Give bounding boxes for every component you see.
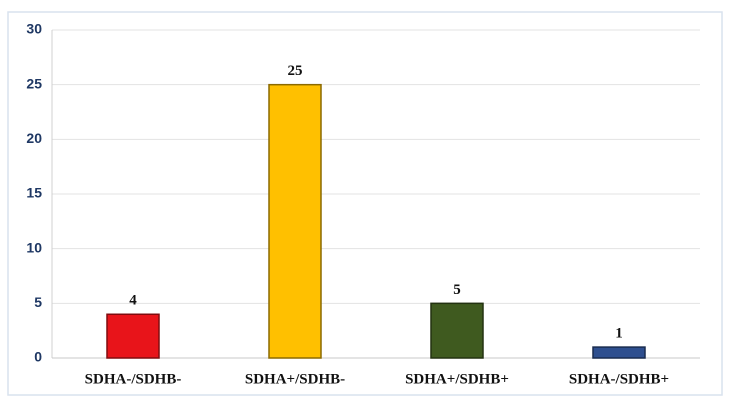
y-tick-label: 30 — [26, 21, 42, 37]
y-tick-label: 15 — [26, 185, 42, 201]
x-tick-label: SDHA+/SDHB+ — [405, 371, 509, 387]
bar — [268, 83, 322, 359]
y-tick-label: 10 — [26, 239, 42, 255]
bar — [592, 346, 646, 359]
y-tick-label: 25 — [26, 75, 42, 91]
y-tick-label: 0 — [34, 349, 42, 365]
data-label: 25 — [288, 63, 303, 79]
data-label: 5 — [453, 282, 461, 298]
bar — [430, 302, 484, 359]
y-tick-label: 5 — [34, 294, 42, 310]
x-tick-label: SDHA+/SDHB- — [245, 371, 345, 387]
x-tick-label: SDHA-/SDHB+ — [569, 371, 669, 387]
y-tick-label: 20 — [26, 130, 42, 146]
data-label: 4 — [129, 293, 137, 309]
x-tick-label: SDHA-/SDHB- — [85, 371, 182, 387]
bar — [106, 313, 160, 359]
data-label: 1 — [615, 326, 623, 342]
